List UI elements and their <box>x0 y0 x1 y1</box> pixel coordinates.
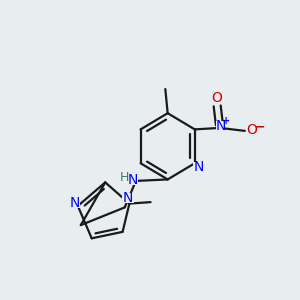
FancyBboxPatch shape <box>193 162 204 172</box>
FancyBboxPatch shape <box>122 193 134 203</box>
Text: N: N <box>128 173 138 187</box>
Text: N: N <box>69 196 80 210</box>
Text: H: H <box>120 172 129 184</box>
Text: O: O <box>212 92 222 106</box>
Text: N: N <box>215 119 226 134</box>
FancyBboxPatch shape <box>247 125 256 135</box>
FancyBboxPatch shape <box>69 198 80 208</box>
Text: N: N <box>194 160 204 174</box>
Text: N: N <box>123 191 133 205</box>
Text: +: + <box>222 116 230 126</box>
Text: −: − <box>255 121 266 134</box>
FancyBboxPatch shape <box>128 175 138 185</box>
FancyBboxPatch shape <box>212 94 221 103</box>
FancyBboxPatch shape <box>121 174 129 182</box>
FancyBboxPatch shape <box>216 122 225 131</box>
Text: O: O <box>246 123 257 137</box>
